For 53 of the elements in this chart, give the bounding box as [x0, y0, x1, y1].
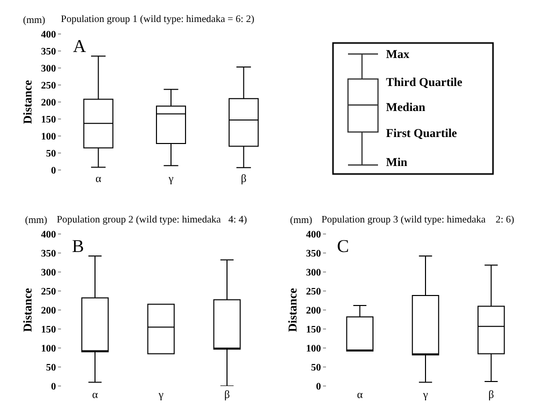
x-tick-label: β	[224, 389, 230, 401]
y-tick-label: 350	[306, 248, 321, 260]
y-tick-label: 300	[306, 268, 321, 278]
y-tick-label: 0	[51, 166, 56, 176]
y-axis-title: Distance	[20, 79, 34, 124]
x-tick-label: α	[95, 173, 102, 185]
y-tick-label: 50	[311, 362, 321, 374]
text: Median	[386, 100, 426, 114]
y-tick-label: 400	[41, 230, 56, 240]
chart-title: Population group 3 (wild type: himedaka 2: 6)	[321, 214, 514, 226]
y-tick-label: 250	[41, 80, 56, 92]
y-tick-label: 400	[306, 230, 321, 240]
y-tick-label: 150	[41, 114, 56, 126]
y-tick-label: 200	[41, 306, 56, 316]
y-tick-label: 200	[41, 98, 56, 108]
y-tick-label: 250	[41, 286, 56, 298]
y-tick-label: 100	[41, 344, 56, 354]
x-tick-label: γ	[168, 173, 174, 185]
y-axis-title: Distance	[20, 287, 34, 332]
text: First Quartile	[386, 126, 458, 140]
x-tick-label: γ	[422, 389, 428, 401]
chart-title: Population group 1 (wild type: himedaka = 6: 2)	[60, 14, 254, 26]
x-tick-label: α	[356, 389, 363, 401]
text: Third Quartile	[386, 75, 464, 89]
y-tick-label: 150	[41, 324, 56, 336]
annotation: B	[72, 236, 84, 256]
y-tick-label: 250	[306, 286, 321, 298]
y-tick-label: 150	[306, 324, 321, 336]
y-tick-label: 0	[316, 382, 321, 392]
y-axis-title: Distance	[285, 287, 300, 332]
y-tick-label: 50	[46, 362, 56, 374]
y-tick-label: 300	[41, 64, 56, 74]
text: (mm)	[290, 215, 312, 226]
x-tick-label: β	[240, 173, 247, 185]
y-tick-label: 100	[306, 344, 321, 354]
x-tick-label: β	[488, 389, 494, 401]
text: (mm)	[25, 215, 48, 226]
y-tick-label: 350	[41, 46, 56, 58]
annotation: A	[73, 36, 86, 56]
y-tick-label: 300	[41, 268, 56, 278]
x-tick-label: γ	[158, 389, 164, 401]
y-tick-label: 200	[306, 306, 321, 316]
y-tick-label: 350	[41, 248, 56, 260]
y-tick-label: 100	[41, 132, 56, 142]
text: (mm)	[23, 15, 46, 26]
x-tick-label: α	[92, 389, 98, 401]
annotation: C	[337, 236, 350, 256]
y-tick-label: 50	[46, 148, 56, 160]
text: Max	[386, 47, 410, 61]
y-tick-label: 400	[41, 30, 56, 40]
chart-title: Population group 2 (wild type: himedaka 4: 4)	[56, 214, 247, 226]
text: Min	[386, 155, 408, 169]
y-tick-label: 0	[51, 382, 56, 392]
